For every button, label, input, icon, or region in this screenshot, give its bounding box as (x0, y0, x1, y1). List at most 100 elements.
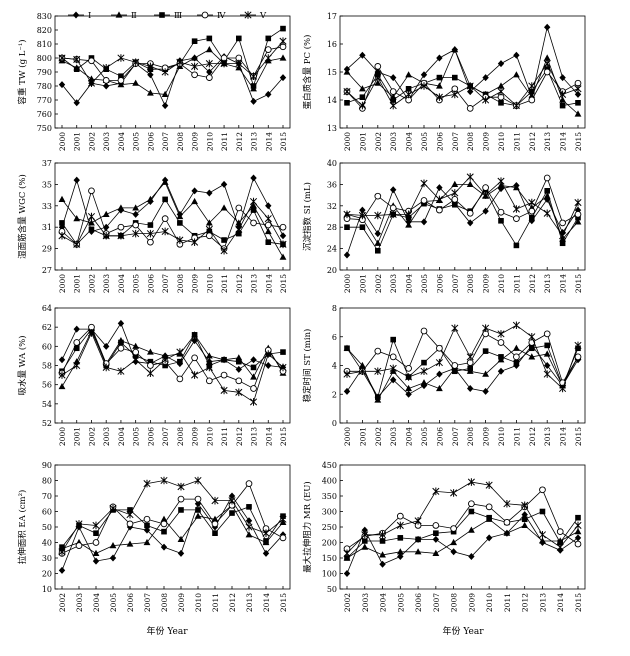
series-5 (58, 37, 287, 87)
data-point (358, 101, 366, 110)
x-tick-label: 2004 (117, 427, 126, 446)
x-tick-label: 2012 (235, 132, 244, 151)
data-point (118, 73, 124, 79)
data-point (211, 520, 219, 528)
x-tick-label: 2006 (146, 274, 155, 293)
data-point (361, 526, 368, 534)
y-tick-label: 20 (327, 266, 337, 275)
data-point (205, 225, 213, 234)
series-line (61, 495, 284, 571)
x-tick-label: 2013 (250, 132, 259, 151)
data-point (497, 339, 505, 346)
data-point (466, 105, 474, 112)
data-point (177, 482, 185, 491)
data-point (390, 97, 396, 103)
x-tick-label: 2006 (435, 132, 444, 151)
data-point (468, 508, 475, 515)
y-tick-label: 80 (42, 477, 52, 486)
data-point (206, 189, 213, 197)
legend-marker (244, 11, 252, 19)
data-point (343, 251, 351, 259)
data-point (574, 353, 582, 361)
x-tick-label: 2001 (358, 274, 367, 293)
data-point (205, 46, 213, 53)
data-point (343, 87, 351, 96)
y-tick-label: 31 (42, 223, 52, 232)
x-tick-label: 2006 (126, 593, 135, 612)
x-tick-label: 2000 (58, 132, 67, 151)
data-point (250, 373, 257, 380)
data-point (396, 512, 404, 520)
series-line (346, 25, 579, 101)
x-tick-label: 2009 (191, 132, 200, 151)
y-axis-label: 湿面筋含量 WGC (%) (17, 174, 28, 259)
data-point (374, 211, 382, 220)
data-point (498, 354, 504, 360)
data-point (466, 209, 474, 217)
legend-label: Ⅰ (88, 11, 91, 21)
data-point (92, 557, 100, 565)
legend-marker (115, 11, 123, 18)
data-point (389, 88, 397, 95)
y-tick-label: 830 (37, 12, 52, 21)
series-line (61, 330, 284, 387)
data-point (544, 195, 551, 203)
data-point (468, 552, 475, 560)
data-point (574, 90, 582, 98)
y-tick-label: 90 (42, 461, 52, 470)
series-line (346, 176, 579, 224)
y-tick-label: 60 (42, 508, 52, 517)
data-point (160, 476, 168, 485)
data-point (450, 525, 457, 532)
y-tick-label: 770 (37, 96, 52, 105)
data-point (405, 86, 412, 92)
data-point (73, 339, 81, 346)
data-point (132, 210, 139, 218)
data-point (58, 195, 66, 202)
y-tick-label: 0 (332, 419, 337, 428)
x-tick-label: 2009 (177, 593, 186, 612)
x-tick-label: 2013 (543, 132, 552, 151)
data-point (503, 518, 511, 526)
data-point (405, 365, 412, 372)
x-tick-label: 2005 (132, 427, 141, 446)
data-point (245, 531, 253, 538)
series-line (346, 338, 579, 399)
data-point (436, 54, 443, 62)
data-point (512, 321, 520, 330)
series-5 (343, 321, 582, 393)
legend-label: Ⅴ (259, 11, 267, 21)
data-point (147, 348, 154, 355)
x-tick-label: 2014 (556, 593, 565, 612)
legend-label: Ⅱ (131, 11, 137, 21)
data-point (358, 211, 366, 220)
data-point (280, 25, 286, 32)
data-point (361, 543, 369, 550)
data-point (466, 173, 474, 181)
x-tick-label: 2006 (414, 593, 423, 612)
series-line (61, 200, 284, 252)
data-point (344, 555, 350, 561)
legend-marker (159, 12, 165, 18)
data-point (250, 385, 257, 392)
x-tick-label: 2008 (176, 274, 185, 293)
series-line (61, 40, 284, 84)
series-line (61, 28, 284, 88)
data-point (359, 224, 366, 230)
data-point (482, 324, 490, 332)
data-point (557, 539, 564, 546)
data-point (143, 538, 151, 546)
data-point (420, 327, 428, 335)
data-point (497, 87, 505, 96)
x-tick-label: 2013 (543, 274, 552, 293)
data-point (220, 204, 228, 211)
data-point (205, 377, 213, 385)
data-point (343, 370, 351, 378)
data-point (102, 210, 110, 217)
y-tick-label: 17 (327, 12, 337, 21)
data-point (396, 548, 404, 555)
x-tick-label: 2007 (451, 274, 460, 293)
data-point (574, 534, 582, 542)
data-point (117, 367, 125, 376)
x-tick-label: 2007 (451, 427, 460, 446)
